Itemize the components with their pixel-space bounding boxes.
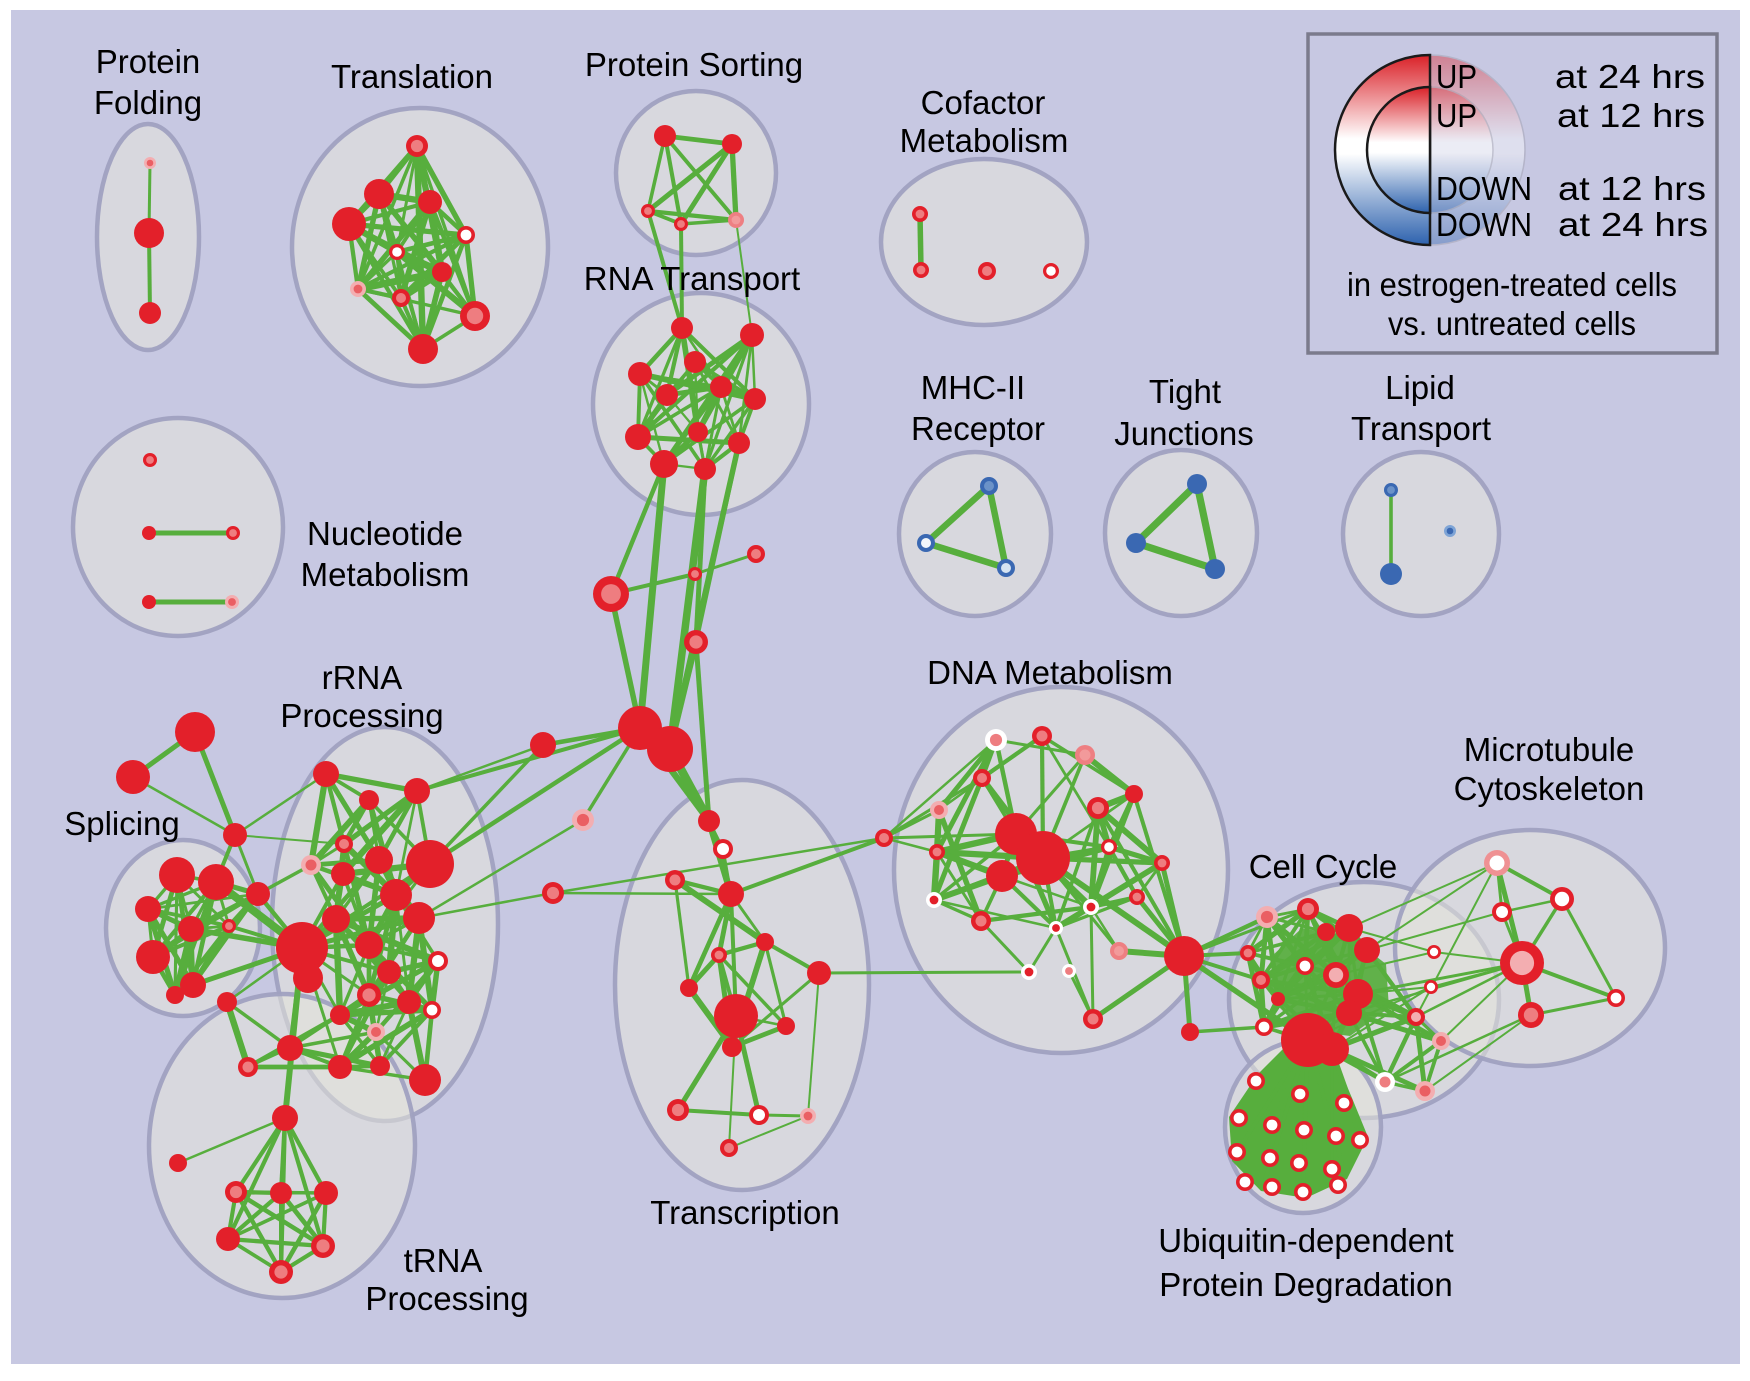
svg-text:at 12 hrs: at 12 hrs (1557, 97, 1705, 134)
svg-text:Protein Sorting: Protein Sorting (585, 46, 803, 83)
svg-text:Nucleotide: Nucleotide (307, 515, 463, 552)
svg-text:Lipid: Lipid (1385, 369, 1455, 406)
svg-text:Protein: Protein (96, 43, 201, 80)
svg-text:Tight: Tight (1149, 373, 1221, 410)
svg-text:Junctions: Junctions (1114, 415, 1253, 452)
svg-text:in estrogen-treated cells: in estrogen-treated cells (1347, 266, 1677, 303)
svg-text:UP: UP (1436, 97, 1477, 134)
svg-text:Processing: Processing (280, 697, 443, 734)
svg-text:Processing: Processing (365, 1280, 528, 1317)
svg-text:rRNA: rRNA (322, 659, 403, 696)
svg-text:Transport: Transport (1351, 410, 1491, 447)
svg-text:DNA Metabolism: DNA Metabolism (927, 654, 1173, 691)
svg-text:MHC-II: MHC-II (921, 369, 1025, 406)
svg-text:at 24 hrs: at 24 hrs (1558, 206, 1708, 243)
svg-text:Receptor: Receptor (911, 410, 1045, 447)
svg-text:at 24 hrs: at 24 hrs (1555, 58, 1705, 95)
svg-text:RNA Transport: RNA Transport (584, 260, 800, 297)
svg-text:Cofactor: Cofactor (921, 84, 1046, 121)
svg-text:Microtubule: Microtubule (1464, 731, 1635, 768)
svg-text:Translation: Translation (331, 58, 493, 95)
svg-text:Ubiquitin-dependent: Ubiquitin-dependent (1158, 1222, 1453, 1259)
svg-text:tRNA: tRNA (404, 1242, 483, 1279)
svg-text:UP: UP (1436, 58, 1477, 95)
svg-text:vs. untreated cells: vs. untreated cells (1388, 305, 1636, 342)
svg-text:at 12 hrs: at 12 hrs (1558, 170, 1706, 207)
svg-text:Folding: Folding (94, 84, 202, 121)
svg-text:Cytoskeleton: Cytoskeleton (1454, 770, 1645, 807)
svg-text:Metabolism: Metabolism (900, 122, 1069, 159)
svg-text:DOWN: DOWN (1436, 206, 1532, 243)
svg-text:Metabolism: Metabolism (301, 556, 470, 593)
svg-text:Protein Degradation: Protein Degradation (1159, 1266, 1453, 1303)
svg-text:Cell Cycle: Cell Cycle (1249, 848, 1398, 885)
svg-text:Splicing: Splicing (64, 805, 180, 842)
svg-text:Transcription: Transcription (650, 1194, 840, 1231)
svg-text:DOWN: DOWN (1436, 170, 1532, 207)
